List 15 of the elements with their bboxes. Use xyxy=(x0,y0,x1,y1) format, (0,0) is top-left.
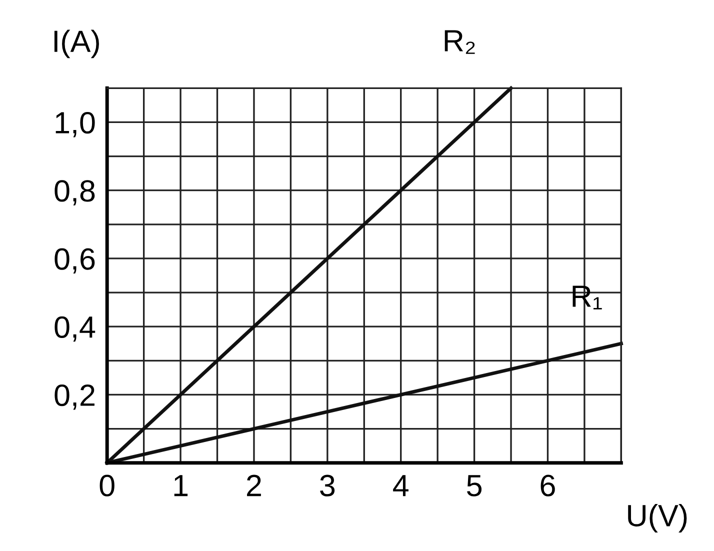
y-tick-label: 0,6 xyxy=(54,248,95,274)
x-tick-label: 5 xyxy=(467,475,482,496)
x-tick-label: 6 xyxy=(540,474,555,496)
x-tick-label: 2 xyxy=(247,474,261,496)
y-tick-label: 0,2 xyxy=(54,384,94,410)
x-tick-label: 4 xyxy=(393,475,408,496)
y-tick-label: 0,8 xyxy=(54,180,95,206)
x-tick-label: 0 xyxy=(100,474,114,496)
x-axis-title: U(V) xyxy=(628,504,687,533)
y-axis-title: I(A) xyxy=(54,30,99,58)
x-tick-label: 1 xyxy=(174,475,188,496)
x-tick-label: 3 xyxy=(320,474,335,496)
series-label: R₂ xyxy=(444,30,475,54)
y-tick-label: 0,4 xyxy=(54,316,96,342)
y-tick-label: 1,0 xyxy=(56,112,95,138)
